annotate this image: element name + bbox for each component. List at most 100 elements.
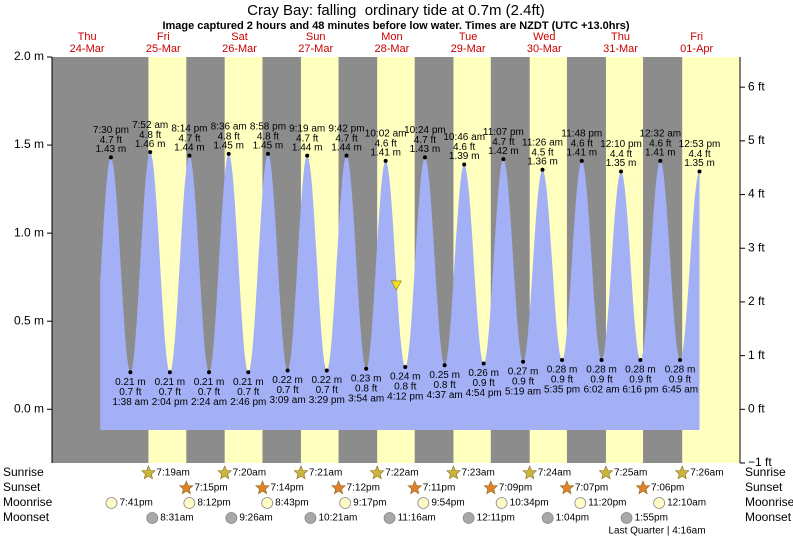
day-date: 27-Mar xyxy=(298,43,333,55)
tide-m: 1.45 m xyxy=(213,141,244,152)
tide-m: 0.28 m xyxy=(665,365,696,376)
tide-ft: 4.4 ft xyxy=(688,149,710,160)
tide-point xyxy=(462,162,467,167)
tide-point xyxy=(246,370,251,375)
y-tick-label: 1.0 m xyxy=(14,225,44,239)
tide-ft: 4.6 ft xyxy=(375,139,397,150)
moon-icon xyxy=(105,497,118,509)
tide-ft: 4.4 ft xyxy=(610,149,632,160)
row-time: 7:11pm xyxy=(423,483,456,494)
y-tick-label: 1.5 m xyxy=(14,137,44,151)
day-date: 26-Mar xyxy=(222,43,257,55)
row-time: 7:06pm xyxy=(651,483,684,494)
y-tick-label: 0.5 m xyxy=(14,313,44,327)
tide-time: 6:02 am xyxy=(583,385,619,396)
row-time: 8:12pm xyxy=(197,498,230,509)
tide-point xyxy=(560,357,565,362)
sun-icon xyxy=(522,465,538,480)
moon-icon xyxy=(183,497,196,509)
tide-ft: 4.5 ft xyxy=(531,147,553,158)
tide-m: 1.41 m xyxy=(645,148,676,159)
tide-point xyxy=(226,151,231,156)
tide-time: 11:48 pm xyxy=(561,129,602,140)
row-time: 1:55pm xyxy=(635,513,668,524)
tide-m: 0.21 m xyxy=(233,377,264,388)
tide-point xyxy=(422,155,427,160)
row-time: 7:12pm xyxy=(347,483,380,494)
tide-m: 0.28 m xyxy=(625,365,656,376)
tide-point xyxy=(324,368,329,373)
y-tick-label: 2.0 m xyxy=(14,49,44,63)
sun-icon xyxy=(217,465,233,480)
day-date: 25-Mar xyxy=(146,43,181,55)
sun-icon xyxy=(369,465,385,480)
tide-m: 1.39 m xyxy=(449,151,480,162)
tide-m: 1.43 m xyxy=(96,144,127,155)
row-label: Moonrise xyxy=(3,495,53,509)
row-time: 7:21am xyxy=(309,468,342,479)
tide-time: 4:54 pm xyxy=(466,388,502,399)
row-time: 7:07pm xyxy=(575,483,608,494)
tide-m: 0.21 m xyxy=(155,377,186,388)
y2-tick-label: 3 ft xyxy=(748,240,765,254)
y2-tick-label: 0 ft xyxy=(748,401,765,415)
tide-point xyxy=(167,370,172,375)
sun-icon xyxy=(141,465,156,480)
tide-ft: 0.7 ft xyxy=(276,385,298,396)
tide-time: 11:07 pm xyxy=(483,127,524,138)
day-date: 01-Apr xyxy=(680,43,713,55)
tide-point xyxy=(108,155,113,160)
y-tick-label: 0.0 m xyxy=(14,401,44,415)
tide-time: 5:19 am xyxy=(505,386,541,397)
tide-time: 10:46 am xyxy=(443,132,485,143)
tide-time: 11:26 am xyxy=(522,137,563,148)
y2-tick-label: 6 ft xyxy=(748,79,765,93)
tide-time: 8:14 pm xyxy=(171,123,207,134)
tide-ft: 0.8 ft xyxy=(434,380,456,391)
tide-m: 1.46 m xyxy=(135,139,166,150)
moon-icon xyxy=(146,512,159,524)
tide-ft: 4.7 ft xyxy=(335,133,357,144)
moon-icon xyxy=(261,497,274,509)
tide-ft: 0.9 ft xyxy=(629,375,651,386)
moon-icon xyxy=(620,512,633,524)
tide-ft: 4.7 ft xyxy=(414,135,436,146)
row-time: 7:23am xyxy=(461,468,494,479)
tide-ft: 0.7 ft xyxy=(198,387,220,398)
row-time: 7:41pm xyxy=(119,498,152,509)
tide-m: 1.35 m xyxy=(684,158,715,169)
tide-time: 2:46 pm xyxy=(230,397,266,408)
day-date: 29-Mar xyxy=(451,43,486,55)
moon-phase: Last Quarter | 4:16am xyxy=(608,526,705,537)
tide-time: 8:36 am xyxy=(211,122,247,133)
tide-m: 0.23 m xyxy=(351,373,382,384)
tide-m: 0.22 m xyxy=(311,375,342,386)
row-time: 11:16am xyxy=(398,513,436,524)
tide-time: 2:04 pm xyxy=(152,397,188,408)
row-time: 7:22am xyxy=(385,468,418,479)
tide-ft: 4.7 ft xyxy=(492,137,514,148)
tide-ft: 0.9 ft xyxy=(512,376,534,387)
tide-ft: 4.7 ft xyxy=(296,133,318,144)
tide-point xyxy=(619,169,624,174)
row-time: 7:24am xyxy=(538,468,571,479)
tide-m: 1.43 m xyxy=(410,144,441,155)
tide-m: 1.44 m xyxy=(331,142,362,153)
tide-ft: 0.9 ft xyxy=(551,375,573,386)
chart-title: Cray Bay: falling ordinary tide at 0.7m … xyxy=(247,2,545,19)
tide-ft: 0.7 ft xyxy=(316,385,338,396)
row-time: 11:20pm xyxy=(588,498,626,509)
tide-m: 0.25 m xyxy=(429,370,460,381)
tide-point xyxy=(344,153,349,158)
tide-m: 0.26 m xyxy=(468,368,499,379)
sun-icon xyxy=(674,465,690,480)
tide-ft: 0.9 ft xyxy=(473,378,495,389)
y2-tick-label: 4 ft xyxy=(748,187,765,201)
tide-point xyxy=(305,153,310,158)
moon-icon xyxy=(304,512,317,524)
tide-m: 1.36 m xyxy=(527,156,558,167)
row-label-right: Moonset xyxy=(745,510,792,524)
tide-time: 5:35 pm xyxy=(544,385,580,396)
tide-m: 1.35 m xyxy=(606,158,637,169)
